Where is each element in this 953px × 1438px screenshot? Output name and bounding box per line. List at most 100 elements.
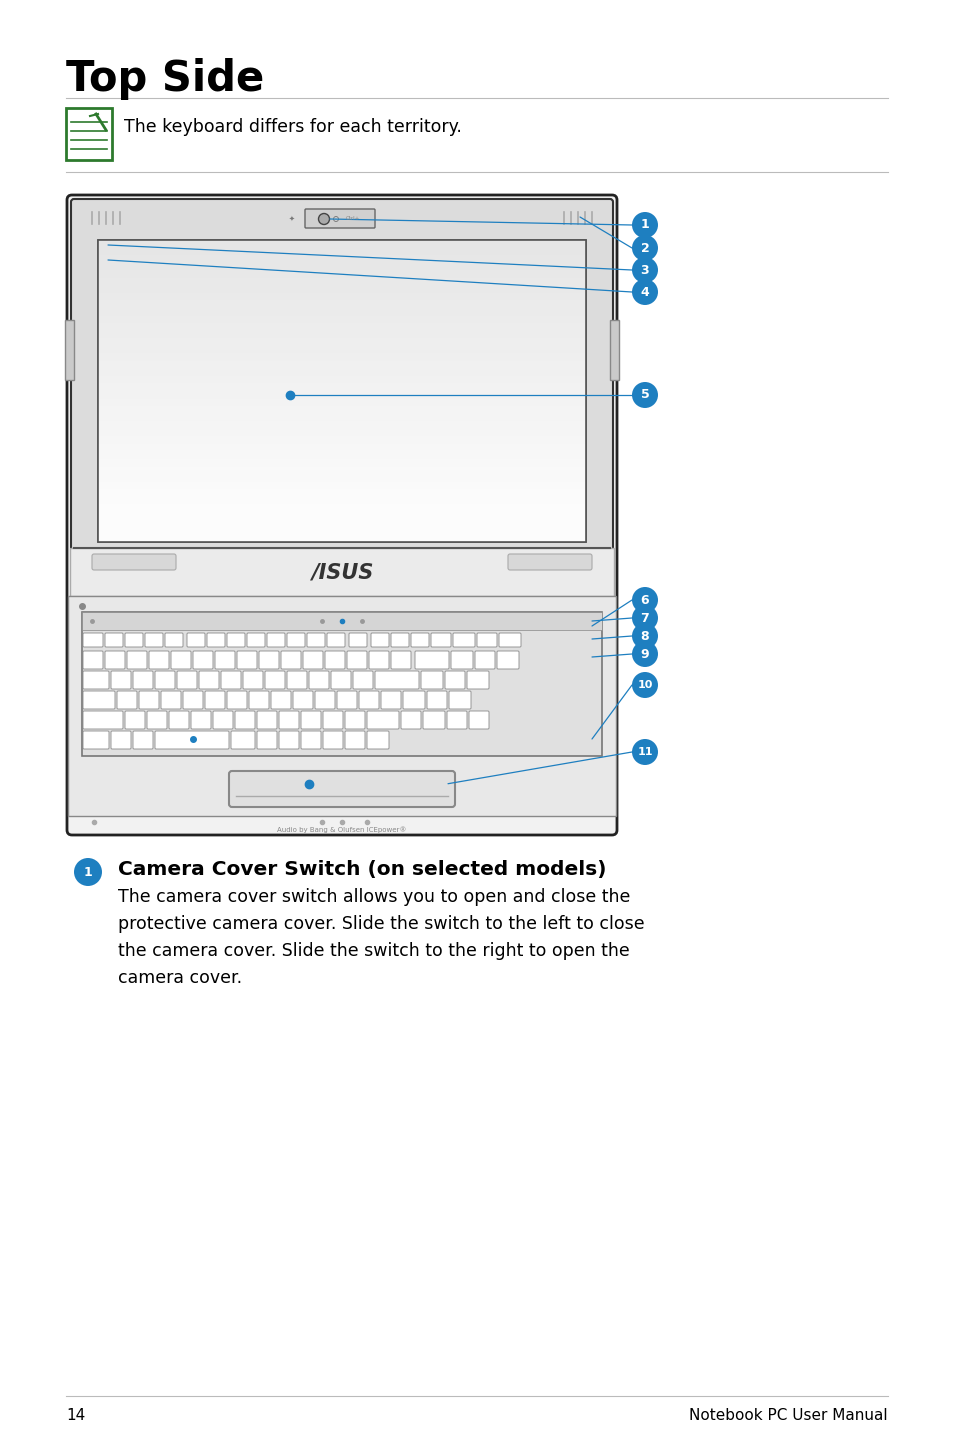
FancyBboxPatch shape	[227, 633, 245, 647]
FancyBboxPatch shape	[327, 633, 345, 647]
Text: Camera Cover Switch (on selected models): Camera Cover Switch (on selected models)	[118, 860, 606, 879]
Bar	[98, 331, 585, 338]
FancyBboxPatch shape	[169, 710, 189, 729]
FancyBboxPatch shape	[444, 672, 464, 689]
Circle shape	[74, 858, 102, 886]
FancyBboxPatch shape	[249, 692, 269, 709]
FancyBboxPatch shape	[371, 633, 389, 647]
FancyBboxPatch shape	[369, 651, 389, 669]
Text: Top Side: Top Side	[66, 58, 264, 101]
Text: 10: 10	[637, 680, 652, 690]
FancyBboxPatch shape	[154, 672, 174, 689]
Text: 11: 11	[637, 746, 652, 756]
Bar	[98, 482, 585, 489]
FancyBboxPatch shape	[139, 692, 159, 709]
FancyBboxPatch shape	[476, 633, 497, 647]
FancyBboxPatch shape	[71, 198, 613, 551]
FancyBboxPatch shape	[331, 672, 351, 689]
FancyBboxPatch shape	[287, 672, 307, 689]
FancyBboxPatch shape	[147, 710, 167, 729]
Bar	[98, 361, 585, 368]
Bar	[98, 505, 585, 512]
Bar	[98, 308, 585, 315]
FancyBboxPatch shape	[125, 633, 143, 647]
FancyBboxPatch shape	[82, 613, 601, 630]
FancyBboxPatch shape	[234, 710, 254, 729]
FancyBboxPatch shape	[303, 651, 323, 669]
FancyBboxPatch shape	[214, 651, 234, 669]
FancyBboxPatch shape	[309, 672, 329, 689]
Bar	[98, 406, 585, 414]
FancyBboxPatch shape	[187, 633, 205, 647]
FancyBboxPatch shape	[497, 651, 518, 669]
FancyBboxPatch shape	[236, 651, 256, 669]
Bar	[98, 526, 585, 535]
FancyBboxPatch shape	[293, 692, 313, 709]
Circle shape	[631, 641, 658, 667]
FancyBboxPatch shape	[498, 633, 520, 647]
FancyBboxPatch shape	[161, 692, 181, 709]
FancyBboxPatch shape	[278, 731, 298, 749]
FancyBboxPatch shape	[207, 633, 225, 647]
FancyBboxPatch shape	[427, 692, 447, 709]
Bar	[98, 338, 585, 345]
Bar	[98, 496, 585, 505]
FancyBboxPatch shape	[375, 672, 418, 689]
Circle shape	[631, 257, 658, 283]
Circle shape	[631, 234, 658, 262]
Bar	[98, 475, 585, 482]
Bar	[98, 384, 585, 391]
FancyBboxPatch shape	[65, 321, 74, 380]
Bar	[98, 345, 585, 354]
FancyBboxPatch shape	[193, 651, 213, 669]
FancyBboxPatch shape	[314, 692, 335, 709]
FancyBboxPatch shape	[83, 731, 109, 749]
Bar	[98, 240, 585, 247]
FancyBboxPatch shape	[278, 710, 298, 729]
FancyBboxPatch shape	[400, 710, 420, 729]
Bar	[98, 270, 585, 278]
FancyBboxPatch shape	[402, 692, 424, 709]
FancyBboxPatch shape	[258, 651, 278, 669]
Bar	[98, 452, 585, 459]
Bar	[98, 301, 585, 308]
FancyBboxPatch shape	[431, 633, 451, 647]
FancyBboxPatch shape	[307, 633, 325, 647]
FancyBboxPatch shape	[91, 554, 175, 569]
FancyBboxPatch shape	[345, 731, 365, 749]
Circle shape	[334, 217, 338, 221]
Bar	[98, 324, 585, 331]
FancyBboxPatch shape	[325, 651, 345, 669]
Bar	[98, 459, 585, 466]
Circle shape	[631, 279, 658, 305]
FancyBboxPatch shape	[353, 672, 373, 689]
FancyBboxPatch shape	[83, 651, 103, 669]
FancyBboxPatch shape	[247, 633, 265, 647]
Circle shape	[631, 605, 658, 631]
FancyBboxPatch shape	[256, 710, 276, 729]
Bar	[98, 436, 585, 444]
FancyBboxPatch shape	[422, 710, 444, 729]
FancyBboxPatch shape	[149, 651, 169, 669]
FancyBboxPatch shape	[323, 731, 343, 749]
FancyBboxPatch shape	[177, 672, 196, 689]
FancyBboxPatch shape	[391, 633, 409, 647]
FancyBboxPatch shape	[125, 710, 145, 729]
FancyBboxPatch shape	[380, 692, 400, 709]
FancyBboxPatch shape	[154, 731, 229, 749]
FancyBboxPatch shape	[191, 710, 211, 729]
FancyBboxPatch shape	[83, 672, 109, 689]
FancyBboxPatch shape	[83, 633, 103, 647]
Circle shape	[631, 211, 658, 239]
FancyBboxPatch shape	[420, 672, 442, 689]
FancyBboxPatch shape	[213, 710, 233, 729]
Text: The camera cover switch allows you to open and close the
protective camera cover: The camera cover switch allows you to op…	[118, 889, 644, 988]
FancyBboxPatch shape	[336, 692, 356, 709]
Circle shape	[631, 587, 658, 613]
Bar	[98, 375, 585, 384]
FancyBboxPatch shape	[66, 108, 112, 160]
FancyBboxPatch shape	[183, 692, 203, 709]
Text: Audio by Bang & Olufsen ICEpower®: Audio by Bang & Olufsen ICEpower®	[277, 825, 406, 833]
FancyBboxPatch shape	[609, 321, 618, 380]
Text: 2: 2	[640, 242, 649, 255]
